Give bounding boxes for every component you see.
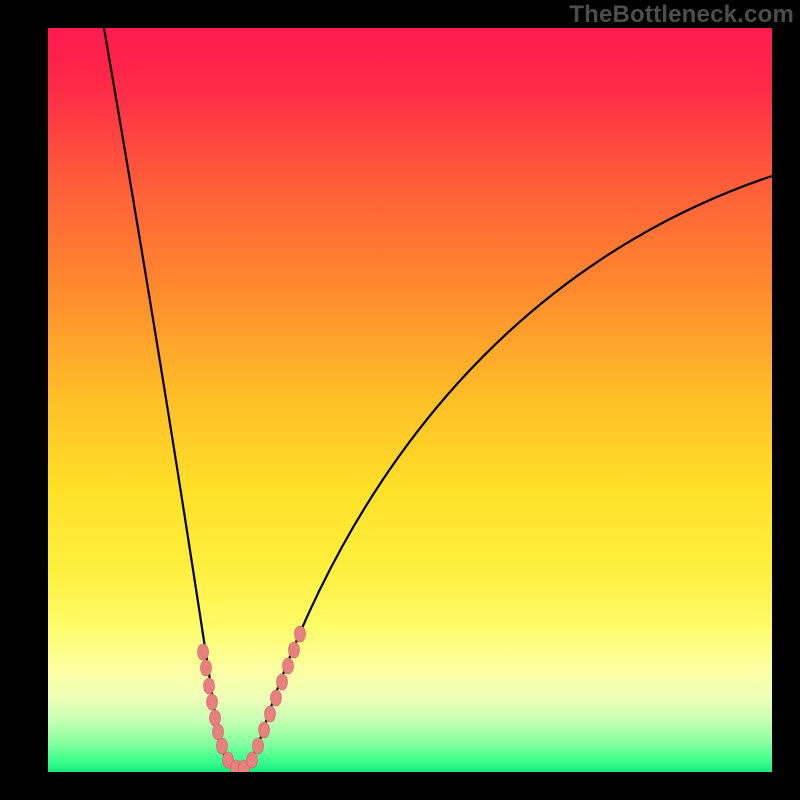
border-left [0,0,48,800]
marker-group [198,626,306,772]
plot-area [48,28,772,772]
data-marker [204,678,215,694]
data-marker [207,694,218,710]
border-right [772,0,800,800]
data-marker [271,690,282,706]
data-marker [253,738,264,754]
data-marker [295,626,306,642]
data-marker [217,738,228,754]
border-bottom [0,772,800,800]
data-marker [265,706,276,722]
chart-root: TheBottleneck.com [0,0,800,800]
data-marker [213,724,224,740]
data-marker [289,642,300,658]
data-marker [283,658,294,674]
data-marker [198,644,209,660]
data-marker [247,752,258,768]
data-marker [210,710,221,726]
data-marker [259,722,270,738]
data-marker [277,674,288,690]
curve-layer [48,28,772,772]
data-marker [201,660,212,676]
watermark-text: TheBottleneck.com [569,1,794,29]
